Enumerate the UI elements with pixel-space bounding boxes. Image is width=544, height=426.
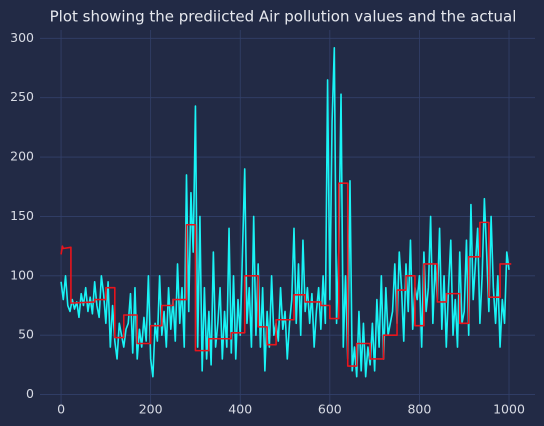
- y-tick-label: 100: [10, 267, 34, 282]
- x-tick-label: 600: [318, 402, 342, 417]
- y-tick-label: 0: [26, 386, 34, 401]
- x-tick-label: 400: [228, 402, 252, 417]
- x-tick-label: 1000: [493, 402, 525, 417]
- x-tick-label: 200: [139, 402, 163, 417]
- x-tick-label: 800: [407, 402, 431, 417]
- y-tick-label: 50: [18, 327, 34, 342]
- y-tick-label: 200: [10, 149, 34, 164]
- y-tick-label: 300: [10, 30, 34, 45]
- data-line: [60, 47, 510, 378]
- y-tick-label: 250: [10, 89, 34, 104]
- data-line: [60, 182, 512, 367]
- x-tick-label: 0: [57, 402, 65, 417]
- chart-title: Plot showing the prediicted Air pollutio…: [50, 8, 517, 26]
- y-tick-label: 150: [10, 208, 34, 223]
